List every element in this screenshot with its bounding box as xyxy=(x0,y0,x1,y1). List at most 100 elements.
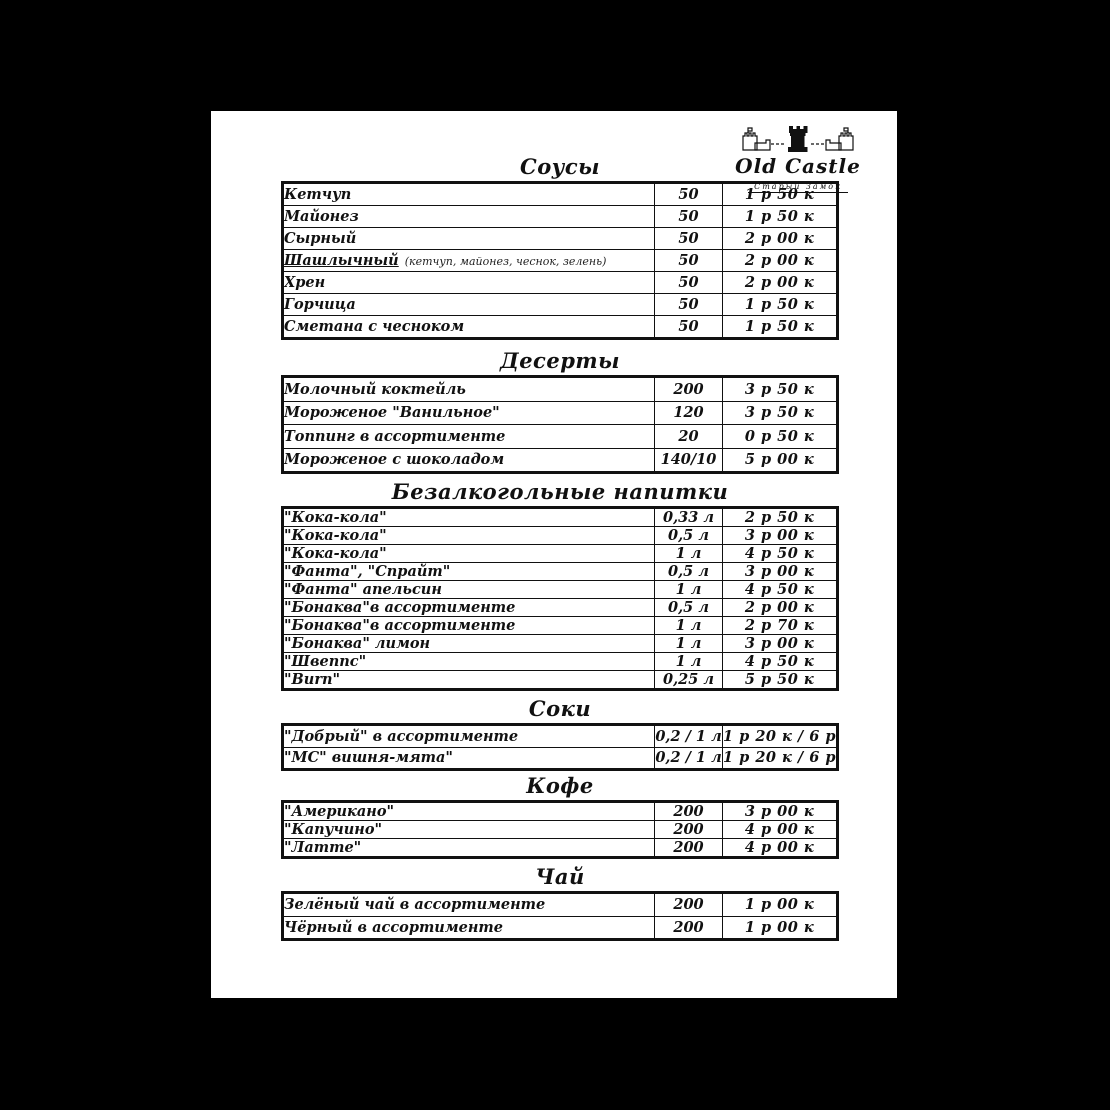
item-quantity-cell: 0,5 л xyxy=(654,526,723,545)
left-castle-outline xyxy=(742,127,771,151)
item-quantity-cell: 0,33 л xyxy=(654,507,723,527)
item-price-cell: 1 р 50 к xyxy=(722,293,838,316)
item-quantity-cell: 0,5 л xyxy=(654,562,723,581)
item-price-cell: 4 р 00 к xyxy=(722,820,838,839)
item-name-cell: "Кока-кола" xyxy=(282,507,655,527)
item-name-cell: "Бонаква"в ассортименте xyxy=(282,598,655,617)
item-quantity-cell: 0,2 / 1 л xyxy=(654,724,723,748)
item-price-cell: 1 р 50 к xyxy=(722,182,838,206)
table-row: Майонез 50 1 р 50 к xyxy=(282,205,838,228)
item-name: Хрен xyxy=(284,274,326,291)
item-name-cell: "Кока-кола" xyxy=(282,544,655,563)
menu-table: Зелёный чай в ассортименте 200 1 р 00 к Чёр… xyxy=(281,891,839,941)
section-title: Кофе xyxy=(526,773,594,798)
item-quantity-cell: 50 xyxy=(654,293,723,316)
item-name: Горчица xyxy=(284,296,356,313)
item-name-cell: "Американо" xyxy=(282,801,655,821)
item-price-cell: 3 р 50 к xyxy=(722,400,838,425)
item-name: "Американо" xyxy=(284,803,395,820)
menu-table: "Американо" 200 3 р 00 к "Капучино" 200 4 р 0… xyxy=(281,800,839,859)
item-quantity-cell: 200 xyxy=(654,376,723,402)
table-row: Молочный коктейль 200 3 р 50 к xyxy=(282,376,838,402)
item-name: "Кока-кола" xyxy=(284,509,387,526)
item-name-cell: Топпинг в ассортименте xyxy=(282,424,655,449)
item-name: "Бонаква"в ассортименте xyxy=(284,599,516,616)
item-name-cell: Мороженое "Ванильное" xyxy=(282,400,655,425)
table-row: Сырный 50 2 р 00 к xyxy=(282,227,838,250)
central-rook xyxy=(788,126,808,152)
item-name-cell: Молочный коктейль xyxy=(282,376,655,402)
item-name: Кетчуп xyxy=(284,186,352,203)
item-price-cell: 2 р 70 к xyxy=(722,616,838,635)
item-quantity-cell: 200 xyxy=(654,801,723,821)
item-name-cell: Майонез xyxy=(282,205,655,228)
item-name-cell: Горчица xyxy=(282,293,655,316)
item-price-cell: 3 р 00 к xyxy=(722,801,838,821)
item-price-cell: 1 р 20 к / 6 р xyxy=(722,746,838,770)
item-price-cell: 4 р 50 к xyxy=(722,652,838,671)
item-name-cell: Сметана с чесноком xyxy=(282,315,655,339)
item-quantity-cell: 1 л xyxy=(654,634,723,653)
table-row: Сметана с чесноком 50 1 р 50 к xyxy=(282,315,838,339)
table-row: "Американо" 200 3 р 00 к xyxy=(282,801,838,821)
item-name: "Бонаква" лимон xyxy=(284,635,431,652)
item-quantity-cell: 1 л xyxy=(654,544,723,563)
item-price-cell: 5 р 00 к xyxy=(722,447,838,473)
item-name: Майонез xyxy=(284,208,359,225)
item-price-cell: 1 р 20 к / 6 р xyxy=(722,724,838,748)
item-name: Сметана с чесноком xyxy=(284,318,465,335)
item-quantity-cell: 1 л xyxy=(654,580,723,599)
item-price-cell: 1 р 00 к xyxy=(722,915,838,940)
table-row: Мороженое "Ванильное" 120 3 р 50 к xyxy=(282,400,838,425)
item-price-cell: 4 р 50 к xyxy=(722,580,838,599)
item-price-cell: 2 р 00 к xyxy=(722,598,838,617)
item-price-cell: 2 р 00 к xyxy=(722,227,838,250)
item-quantity-cell: 50 xyxy=(654,182,723,206)
table-row: "Капучино" 200 4 р 00 к xyxy=(282,820,838,839)
item-name-cell: "Фанта" апельсин xyxy=(282,580,655,599)
item-name-cell: "Бонаква" лимон xyxy=(282,634,655,653)
menu-table: Кетчуп 50 1 р 50 к Майонез 50 1 р 50 к Сырный 5… xyxy=(281,181,839,340)
item-price-cell: 0 р 50 к xyxy=(722,424,838,449)
item-name-cell: "Капучино" xyxy=(282,820,655,839)
item-price-cell: 4 р 50 к xyxy=(722,544,838,563)
item-quantity-cell: 0,5 л xyxy=(654,598,723,617)
table-row: Горчица 50 1 р 50 к xyxy=(282,293,838,316)
table-row: "Латте" 200 4 р 00 к xyxy=(282,838,838,858)
item-name: "Латте" xyxy=(284,839,362,857)
item-quantity-cell: 120 xyxy=(654,400,723,425)
item-quantity-cell: 200 xyxy=(654,820,723,839)
item-name: Шашлычный xyxy=(284,252,399,269)
item-name-cell: Кетчуп xyxy=(282,182,655,206)
table-row: Чёрный в ассортименте 200 1 р 00 к xyxy=(282,915,838,940)
item-name-cell: "Burn" xyxy=(282,670,655,690)
table-row: Мороженое с шоколадом 140/10 5 р 00 к xyxy=(282,447,838,473)
item-price-cell: 1 р 00 к xyxy=(722,892,838,917)
section-title: Соусы xyxy=(520,154,600,179)
item-note: (кетчуп, майонез, чеснок, зелень) xyxy=(404,255,607,268)
table-row: Хрен 50 2 р 00 к xyxy=(282,271,838,294)
item-name: "Фанта", "Спрайт" xyxy=(284,563,451,580)
section-title: Безалкогольные напитки xyxy=(391,479,729,504)
item-name: "Кока-кола" xyxy=(284,527,387,544)
item-name-cell: "Фанта", "Спрайт" xyxy=(282,562,655,581)
item-name: Чёрный в ассортименте xyxy=(284,918,503,936)
table-row: Зелёный чай в ассортименте 200 1 р 00 к xyxy=(282,892,838,917)
item-quantity-cell: 1 л xyxy=(654,652,723,671)
item-quantity-cell: 0,2 / 1 л xyxy=(654,746,723,770)
item-quantity-cell: 0,25 л xyxy=(654,670,723,690)
item-quantity-cell: 140/10 xyxy=(654,447,723,473)
item-name: "Бонаква"в ассортименте xyxy=(284,617,516,634)
item-name: "Кока-кола" xyxy=(284,545,387,562)
item-name-cell: "МС" вишня-мята" xyxy=(282,746,655,770)
